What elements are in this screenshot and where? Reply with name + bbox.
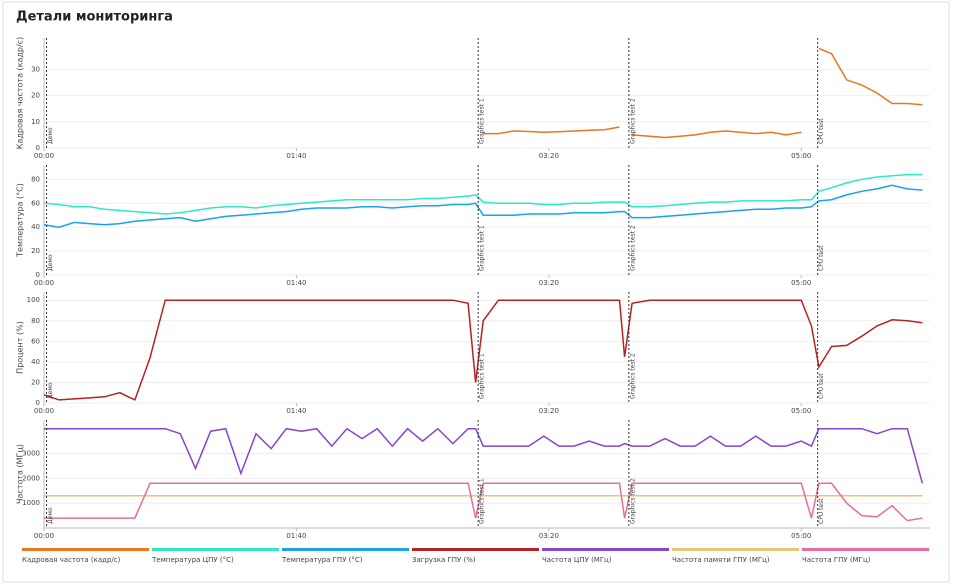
legend-label: Частота ЦПУ (МГц) <box>542 556 612 564</box>
x-tick-label: 03:20 <box>539 407 559 415</box>
event-label: Graphics test 1 <box>479 98 486 144</box>
legend-label: Кадровая частота (кадр/с) <box>22 556 121 564</box>
y-axis-label: Частота (МГц) <box>16 444 25 504</box>
legend-swatch <box>542 548 669 551</box>
y-tick-label: 0 <box>36 399 40 407</box>
series-line <box>43 173 923 215</box>
x-tick-label: 00:00 <box>34 279 54 287</box>
event-label: CPU test <box>818 498 825 524</box>
x-tick-label: 05:00 <box>791 279 811 287</box>
x-tick-label: 01:40 <box>286 407 306 415</box>
legend-label: Температура ЦПУ (°C) <box>151 556 234 564</box>
legend-label: Частота ГПУ (МГц) <box>802 556 871 564</box>
y-tick-label: 80 <box>31 317 40 325</box>
event-label: Graphics test 2 <box>629 225 636 271</box>
event-label: Graphics test 1 <box>479 353 486 399</box>
y-tick-label: 60 <box>31 199 40 207</box>
x-tick-label: 05:00 <box>791 532 811 540</box>
x-tick-label: 03:20 <box>539 152 559 160</box>
event-label: CPU test <box>818 245 825 271</box>
series-line <box>43 299 923 401</box>
y-tick-label: 80 <box>31 175 40 183</box>
event-label: Graphics test 2 <box>629 478 636 524</box>
y-tick-label: 3000 <box>22 450 40 458</box>
y-tick-label: 0 <box>36 144 40 152</box>
series-line <box>43 184 923 228</box>
event-label: CPU test <box>818 373 825 399</box>
y-axis-label: Процент (%) <box>16 321 25 374</box>
series-line <box>483 47 923 139</box>
y-tick-label: 1000 <box>22 499 40 507</box>
event-label: Демо <box>47 254 54 271</box>
x-tick-label: 03:20 <box>539 532 559 540</box>
x-tick-label: 05:00 <box>791 152 811 160</box>
event-label: Демо <box>47 127 54 144</box>
x-tick-label: 01:40 <box>286 279 306 287</box>
event-label: Graphics test 2 <box>629 353 636 399</box>
y-axis-label: Кадровая частота (кадр/с) <box>16 37 25 149</box>
y-tick-label: 2000 <box>22 474 40 482</box>
legend-swatch <box>152 548 279 551</box>
y-tick-label: 100 <box>27 296 40 304</box>
y-tick-label: 0 <box>36 271 40 279</box>
event-label: CPU test <box>818 118 825 144</box>
series-line <box>44 482 923 522</box>
x-tick-label: 03:20 <box>539 279 559 287</box>
y-axis-label: Температура (°C) <box>16 183 25 258</box>
y-tick-label: 40 <box>31 358 40 366</box>
legend-swatch <box>802 548 929 551</box>
event-label: Graphics test 1 <box>479 225 486 271</box>
x-tick-label: 00:00 <box>34 532 54 540</box>
series-line <box>44 427 924 484</box>
y-tick-label: 40 <box>31 223 40 231</box>
page-title: Детали мониторинга <box>16 10 173 25</box>
legend-label: Температура ГПУ (°C) <box>281 556 363 564</box>
legend-label: Частота памяти ГПУ (МГц) <box>672 556 770 564</box>
legend-swatch <box>22 548 149 551</box>
legend-swatch <box>412 548 539 551</box>
y-tick-label: 20 <box>31 247 40 255</box>
legend-swatch <box>282 548 409 551</box>
y-tick-label: 20 <box>31 92 40 100</box>
legend-label: Загрузка ГПУ (%) <box>412 556 476 564</box>
event-label: Graphics test 1 <box>479 478 486 524</box>
x-tick-label: 00:00 <box>34 407 54 415</box>
event-label: Graphics test 2 <box>629 98 636 144</box>
legend-swatch <box>672 548 799 551</box>
x-tick-label: 00:00 <box>34 152 54 160</box>
x-tick-label: 01:40 <box>286 152 306 160</box>
event-label: Демо <box>47 382 54 399</box>
x-tick-label: 01:40 <box>286 532 306 540</box>
x-tick-label: 05:00 <box>791 407 811 415</box>
y-tick-label: 20 <box>31 378 40 386</box>
event-label: Демо <box>47 507 54 524</box>
y-tick-label: 10 <box>31 118 40 126</box>
y-tick-label: 60 <box>31 337 40 345</box>
y-tick-label: 30 <box>31 65 40 73</box>
